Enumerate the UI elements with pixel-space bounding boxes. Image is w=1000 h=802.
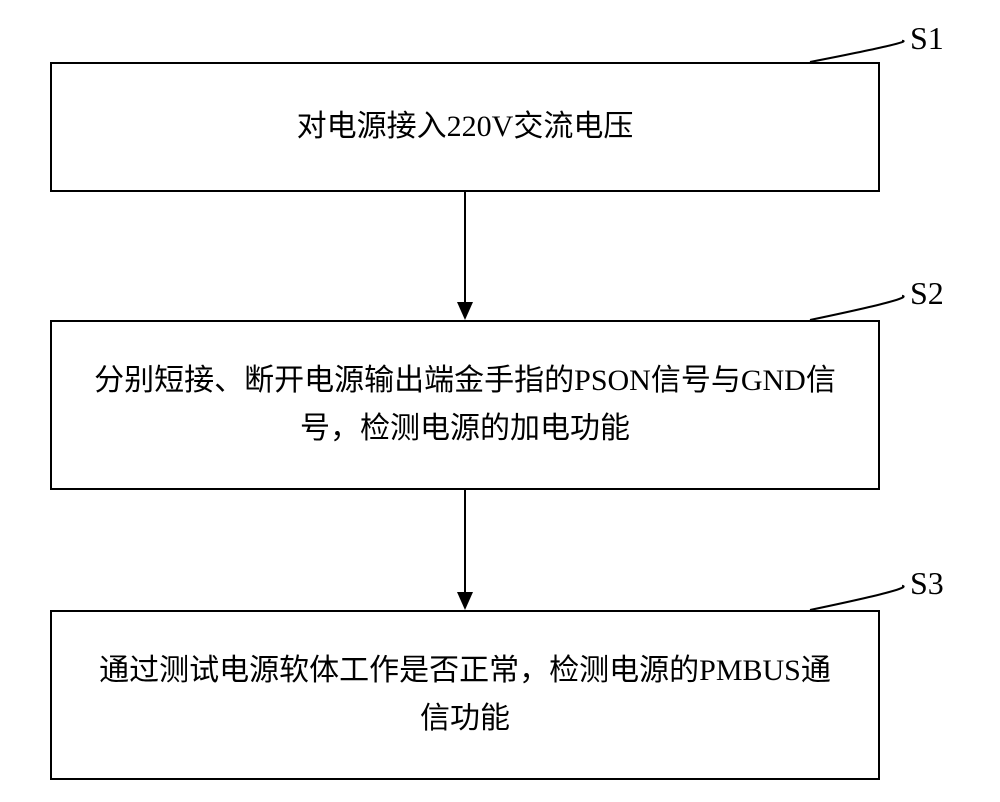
arrowhead-s2-s3 (457, 592, 473, 610)
leader-l2 (810, 296, 904, 320)
leader-l3 (810, 586, 904, 610)
flow-step-text-s1: 对电源接入220V交流电压 (52, 103, 878, 151)
flowchart-canvas: 对电源接入220V交流电压分别短接、断开电源输出端金手指的PSON信号与GND信… (0, 0, 1000, 802)
flow-step-s1: 对电源接入220V交流电压 (50, 62, 880, 192)
flow-step-s2: 分别短接、断开电源输出端金手指的PSON信号与GND信 号，检测电源的加电功能 (50, 320, 880, 490)
step-label-l1: S1 (910, 20, 944, 57)
leader-l1 (810, 41, 904, 62)
arrowhead-s1-s2 (457, 302, 473, 320)
flow-step-s3: 通过测试电源软体工作是否正常，检测电源的PMBUS通 信功能 (50, 610, 880, 780)
flow-step-text-s2: 分别短接、断开电源输出端金手指的PSON信号与GND信 号，检测电源的加电功能 (52, 357, 878, 453)
flow-step-text-s3: 通过测试电源软体工作是否正常，检测电源的PMBUS通 信功能 (52, 647, 878, 743)
step-label-l3: S3 (910, 565, 944, 602)
step-label-l2: S2 (910, 275, 944, 312)
